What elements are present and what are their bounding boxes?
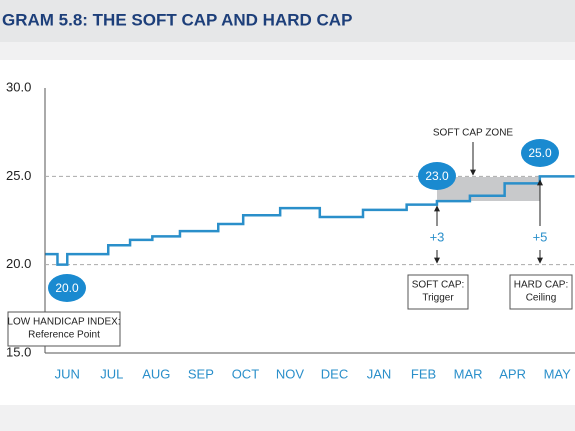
callout-text: Ceiling <box>526 293 557 304</box>
x-tick-label: SEP <box>188 366 214 381</box>
x-tick-label: AUG <box>142 366 170 381</box>
callout-box <box>407 274 469 310</box>
delta-label: +5 <box>533 229 548 244</box>
delta-label: +3 <box>430 229 445 244</box>
callout-text: Reference Point <box>28 330 100 341</box>
callout-box <box>509 274 573 310</box>
x-tick-label: JUN <box>55 366 80 381</box>
y-tick-label: 15.0 <box>6 344 31 359</box>
value-bubble <box>418 162 456 190</box>
callout-text: SOFT CAP: <box>412 280 465 291</box>
x-tick-label: MAR <box>454 366 483 381</box>
callout-text: HARD CAP: <box>514 280 568 291</box>
value-bubble <box>521 139 559 167</box>
header-sub-band <box>0 42 575 60</box>
callout-text: LOW HANDICAP INDEX: <box>7 317 120 328</box>
x-tick-label: JAN <box>367 366 392 381</box>
header-band <box>0 0 575 42</box>
x-tick-label: FEB <box>411 366 436 381</box>
x-tick-label: OCT <box>232 366 260 381</box>
y-tick-label: 25.0 <box>6 168 31 183</box>
footer-band <box>0 405 575 431</box>
zone-label: SOFT CAP ZONE <box>433 128 514 139</box>
x-tick-label: MAY <box>544 366 572 381</box>
y-tick-label: 20.0 <box>6 256 31 271</box>
chart-title: GRAM 5.8: THE SOFT CAP AND HARD CAP <box>2 10 352 29</box>
value-bubble <box>48 274 86 302</box>
y-tick-label: 30.0 <box>6 79 31 94</box>
bubble-label: 23.0 <box>425 169 449 183</box>
callout-box <box>7 311 121 347</box>
bubble-label: 20.0 <box>55 281 79 295</box>
step-line <box>45 175 575 266</box>
x-tick-label: APR <box>499 366 526 381</box>
x-tick-label: NOV <box>276 366 305 381</box>
x-tick-label: JUL <box>100 366 123 381</box>
x-tick-label: DEC <box>321 366 348 381</box>
bubble-label: 25.0 <box>528 146 552 160</box>
callout-text: Trigger <box>422 293 454 304</box>
